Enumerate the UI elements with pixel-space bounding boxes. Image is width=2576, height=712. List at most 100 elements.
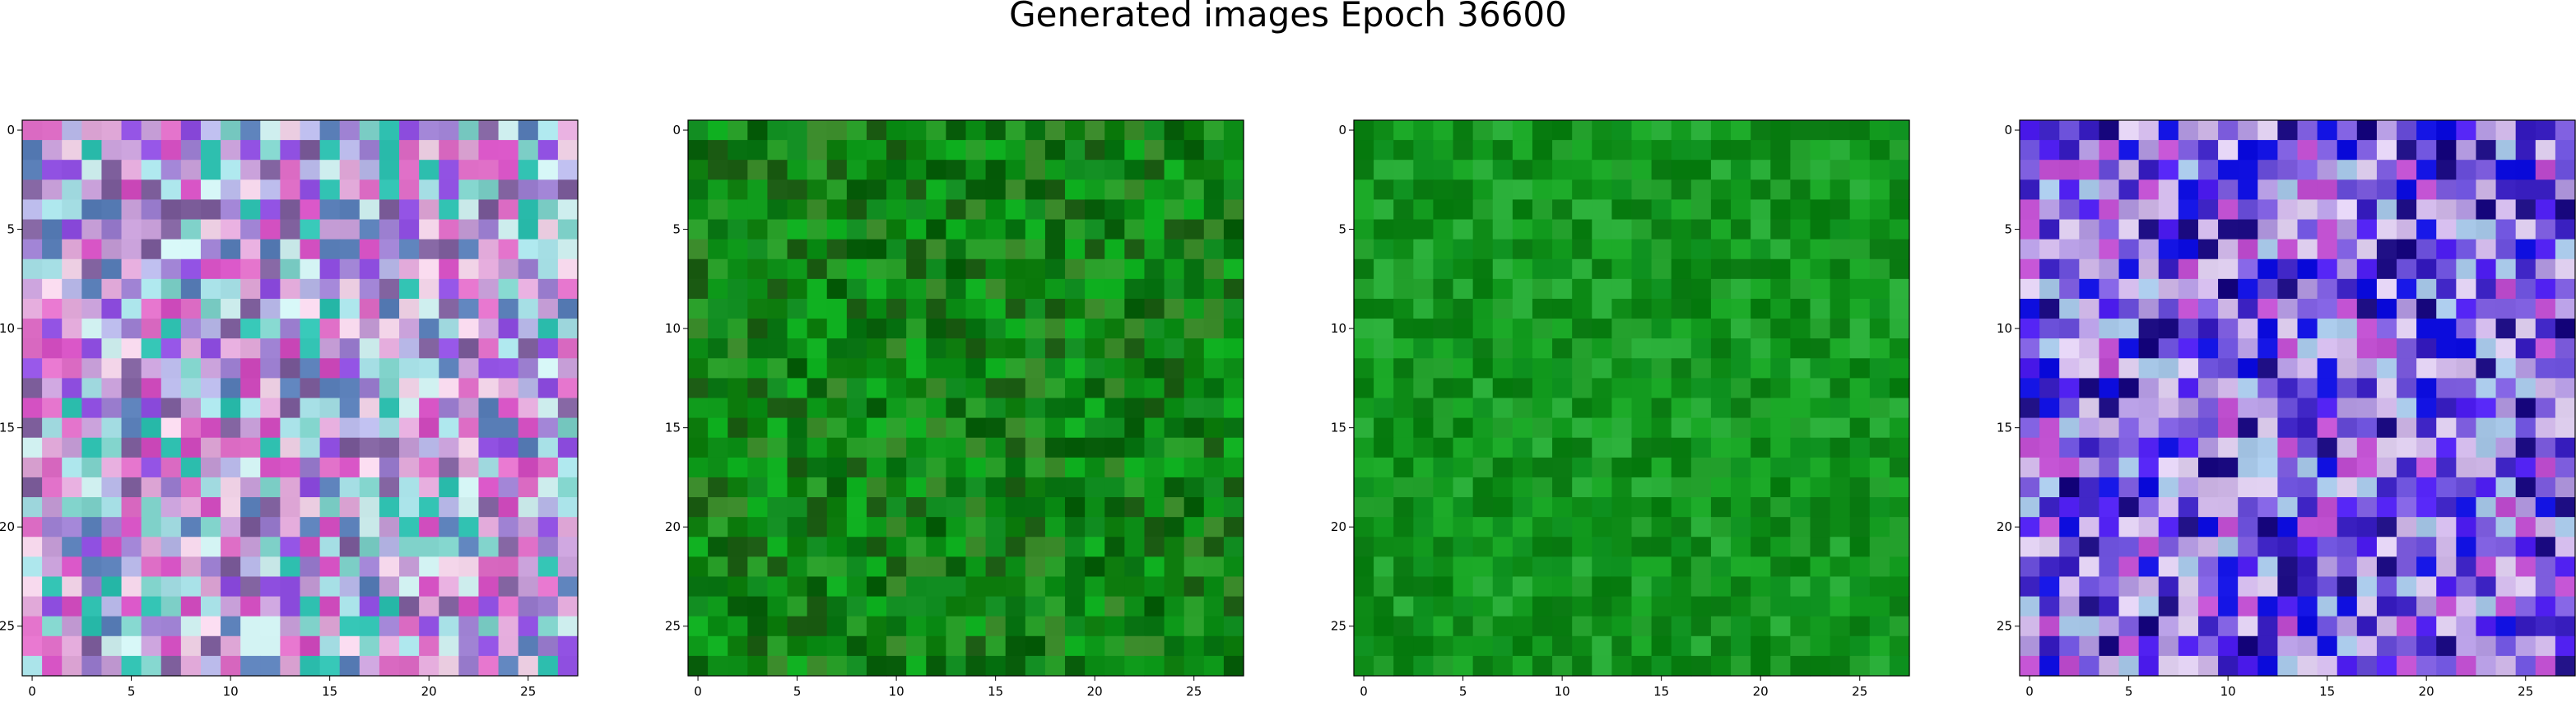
pixel bbox=[747, 556, 769, 578]
pixel bbox=[2238, 417, 2258, 439]
pixel bbox=[946, 140, 967, 161]
pixel bbox=[2555, 437, 2576, 458]
pixel bbox=[2476, 477, 2497, 498]
pixel bbox=[2337, 258, 2358, 280]
pixel bbox=[1810, 378, 1831, 399]
pixel bbox=[1731, 278, 1751, 300]
pixel bbox=[478, 120, 500, 141]
pixel bbox=[1393, 457, 1414, 478]
pixel bbox=[767, 576, 788, 598]
pixel bbox=[1731, 556, 1751, 578]
pixel bbox=[946, 457, 967, 478]
y-tick-label: 5 bbox=[7, 222, 15, 237]
pixel bbox=[2535, 199, 2556, 221]
pixel bbox=[518, 477, 539, 498]
pixel bbox=[2416, 358, 2437, 379]
pixel bbox=[2138, 239, 2160, 260]
pixel bbox=[2277, 537, 2299, 557]
pixel bbox=[1413, 596, 1434, 617]
pixel bbox=[2515, 219, 2536, 240]
pixel bbox=[240, 635, 261, 657]
pixel bbox=[1869, 537, 1890, 557]
pixel bbox=[1124, 398, 1146, 419]
pixel bbox=[2118, 437, 2140, 458]
pixel bbox=[1044, 338, 1066, 359]
pixel bbox=[419, 596, 439, 617]
pixel bbox=[708, 517, 728, 537]
pixel bbox=[62, 199, 82, 221]
pixel bbox=[160, 378, 182, 399]
pixel bbox=[1690, 398, 1712, 419]
pixel bbox=[2039, 477, 2060, 498]
pixel bbox=[1790, 437, 1811, 458]
pixel bbox=[439, 179, 459, 201]
pixel bbox=[1203, 616, 1225, 637]
pixel bbox=[1472, 160, 1494, 180]
pixel bbox=[2238, 576, 2258, 598]
pixel bbox=[1592, 298, 1612, 319]
pixel bbox=[1453, 398, 1474, 419]
pixel bbox=[81, 437, 103, 458]
pixel bbox=[2059, 140, 2080, 161]
pixel bbox=[1751, 199, 1771, 221]
pixel bbox=[1830, 199, 1851, 221]
pixel bbox=[1512, 457, 1533, 478]
pixel bbox=[478, 497, 500, 518]
pixel bbox=[2277, 319, 2299, 339]
pixel bbox=[2535, 278, 2556, 300]
pixel bbox=[1512, 338, 1533, 359]
pixel bbox=[1025, 398, 1046, 419]
x-tick-label: 15 bbox=[988, 684, 1003, 699]
pixel bbox=[1124, 239, 1146, 260]
pixel bbox=[557, 319, 579, 339]
pixel bbox=[2059, 576, 2080, 598]
pixel bbox=[1631, 378, 1653, 399]
pixel bbox=[926, 556, 946, 578]
pixel bbox=[965, 278, 987, 300]
pixel bbox=[359, 477, 380, 498]
pixel bbox=[141, 140, 162, 161]
pixel bbox=[1065, 258, 1086, 280]
pixel bbox=[866, 437, 887, 458]
pixel bbox=[2436, 596, 2457, 617]
pixel bbox=[1512, 378, 1533, 399]
pixel bbox=[2495, 199, 2517, 221]
pixel bbox=[1144, 596, 1165, 617]
pixel bbox=[81, 616, 103, 637]
pixel bbox=[1611, 437, 1633, 458]
pixel bbox=[2515, 517, 2536, 537]
pixel bbox=[1183, 160, 1205, 180]
pixel bbox=[319, 199, 341, 221]
pixel bbox=[926, 358, 946, 379]
pixel bbox=[1005, 576, 1026, 598]
pixel bbox=[2297, 358, 2318, 379]
pixel bbox=[2337, 477, 2358, 498]
pixel bbox=[1810, 258, 1831, 280]
pixel bbox=[2099, 477, 2120, 498]
pixel bbox=[2317, 338, 2338, 359]
pixel bbox=[2039, 199, 2060, 221]
pixel bbox=[1810, 179, 1831, 201]
pixel bbox=[1869, 437, 1890, 458]
pixel bbox=[2178, 239, 2199, 260]
pixel bbox=[946, 398, 967, 419]
pixel bbox=[1611, 655, 1633, 677]
pixel bbox=[1183, 517, 1205, 537]
pixel bbox=[807, 457, 828, 478]
pixel bbox=[478, 239, 500, 260]
pixel bbox=[2317, 278, 2338, 300]
pixel bbox=[498, 517, 519, 537]
pixel bbox=[260, 457, 281, 478]
pixel bbox=[101, 398, 123, 419]
pixel bbox=[1552, 160, 1573, 180]
pixel bbox=[160, 179, 182, 201]
pixel bbox=[2397, 616, 2417, 637]
pixel bbox=[1374, 199, 1394, 221]
pixel bbox=[399, 278, 420, 300]
pixel bbox=[1453, 437, 1474, 458]
pixel bbox=[1592, 635, 1612, 657]
pixel bbox=[1572, 437, 1593, 458]
pixel bbox=[1690, 358, 1712, 379]
pixel bbox=[537, 477, 559, 498]
